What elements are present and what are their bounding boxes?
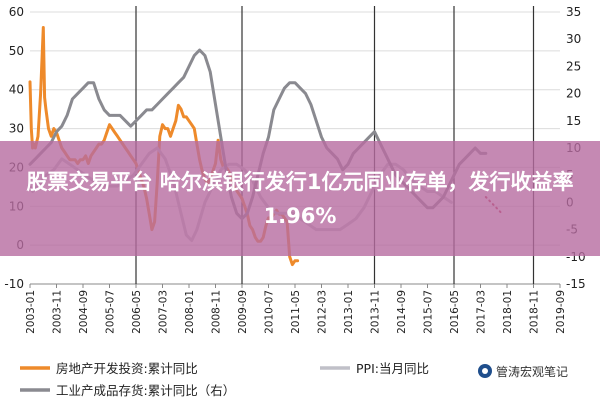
x-tick-label: 2003-01 bbox=[25, 290, 37, 334]
headline-banner: 股票交易平台 哈尔滨银行发行1亿元同业存单，发行收益率1.96% bbox=[0, 141, 600, 256]
headline-text: 股票交易平台 哈尔滨银行发行1亿元同业存单，发行收益率1.96% bbox=[26, 169, 574, 228]
right-tick-label: -15 bbox=[566, 277, 586, 291]
left-tick-label: 60 bbox=[9, 5, 24, 19]
left-tick-label: 50 bbox=[9, 44, 24, 58]
right-tick-label: 25 bbox=[566, 59, 581, 73]
watermark: 管涛宏观笔记 bbox=[478, 360, 568, 382]
legend-label: PPI:当月同比 bbox=[356, 361, 429, 376]
x-tick-label: 2008-11 bbox=[211, 290, 223, 334]
x-tick-label: 2009-09 bbox=[237, 290, 249, 334]
left-tick-label: 30 bbox=[9, 122, 24, 136]
x-tick-label: 2007-03 bbox=[158, 290, 170, 334]
x-tick-label: 2018-11 bbox=[529, 290, 541, 334]
x-tick-label: 2012-03 bbox=[317, 290, 329, 334]
x-tick-label: 2004-09 bbox=[78, 290, 90, 334]
legend-label: 工业产成品存货:累计同比（右） bbox=[56, 383, 235, 398]
left-tick-label: 40 bbox=[9, 83, 24, 97]
right-tick-label: 15 bbox=[566, 114, 581, 128]
x-tick-label: 2008-01 bbox=[184, 290, 196, 334]
x-tick-label: 2016-05 bbox=[449, 290, 461, 334]
x-tick-label: 2006-05 bbox=[131, 290, 143, 334]
x-tick-label: 2013-01 bbox=[343, 290, 355, 334]
left-tick-label: -10 bbox=[4, 277, 24, 291]
x-tick-label: 2014-09 bbox=[396, 290, 408, 334]
x-tick-label: 2017-03 bbox=[476, 290, 488, 334]
x-tick-label: 2005-07 bbox=[105, 290, 117, 334]
x-tick-label: 2018-01 bbox=[502, 290, 514, 334]
x-tick-label: 2010-07 bbox=[264, 290, 276, 334]
x-tick-label: 2013-11 bbox=[370, 290, 382, 334]
x-tick-label: 2015-07 bbox=[423, 290, 435, 334]
wechat-account-icon bbox=[478, 364, 492, 378]
legend-label: 房地产开发投资:累计同比 bbox=[56, 361, 198, 376]
right-tick-label: 30 bbox=[566, 32, 581, 46]
x-axis-ticks: 2003-01 2003-11 2004-09 2005-07 2006-05 2007-… bbox=[25, 284, 567, 334]
right-tick-label: 35 bbox=[566, 5, 581, 19]
x-tick-label: 2003-11 bbox=[52, 290, 64, 334]
right-tick-label: 20 bbox=[566, 87, 581, 101]
watermark-text: 管涛宏观笔记 bbox=[496, 364, 569, 379]
x-tick-label: 2019-09 bbox=[555, 290, 567, 334]
x-tick-label: 2011-05 bbox=[290, 290, 302, 334]
